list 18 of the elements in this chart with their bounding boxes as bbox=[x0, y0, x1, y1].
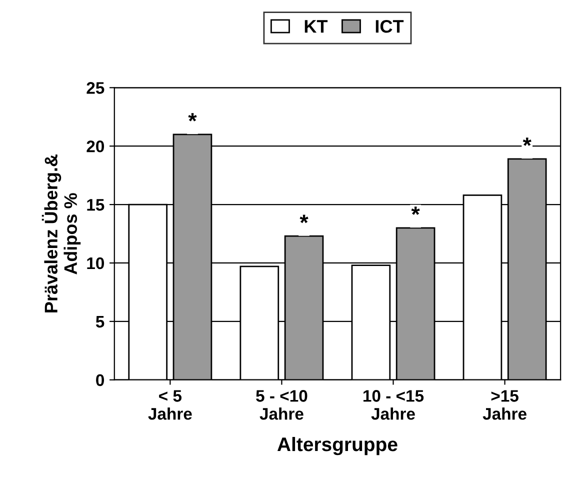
annotation: * bbox=[522, 138, 532, 146]
annotation: * bbox=[411, 206, 420, 215]
legend-label: ICT bbox=[376, 20, 404, 33]
x-tick-label: 5 - <10 Jahre bbox=[256, 390, 308, 420]
annotation: * bbox=[300, 214, 308, 224]
x-axis-title: Altersgruppe bbox=[277, 436, 398, 456]
x-tick-label: < 5 Jahre bbox=[148, 390, 192, 420]
y-tick-label: 20 bbox=[86, 140, 104, 152]
x-tick-label: 10 - <15 Jahre bbox=[363, 390, 424, 420]
legend-label: KT bbox=[304, 20, 328, 33]
y-tick-label: 0 bbox=[96, 374, 104, 386]
x-tick-label: >15 Jahre bbox=[482, 390, 526, 420]
y-tick-label: 5 bbox=[96, 316, 104, 328]
y-tick-label: 25 bbox=[86, 82, 104, 94]
y-axis-title: Prävalenz Überg.& Adipos % bbox=[42, 154, 81, 312]
y-tick-label: 10 bbox=[87, 257, 104, 270]
y-tick-label: 15 bbox=[87, 199, 104, 211]
annotation: * bbox=[188, 113, 197, 122]
